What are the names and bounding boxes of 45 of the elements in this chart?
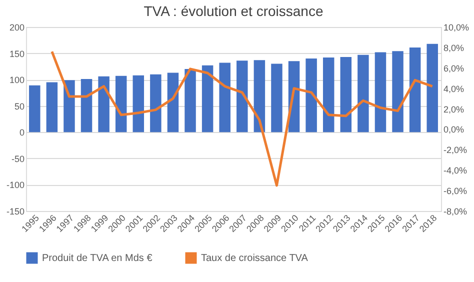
bar	[132, 75, 144, 132]
bar	[236, 60, 248, 132]
y2-tick-label: 8,0%	[444, 42, 464, 53]
bar	[409, 48, 421, 132]
legend-label: Produit de TVA en Mds €	[42, 253, 153, 264]
bar	[306, 58, 317, 132]
y-tick-label: 100	[9, 75, 24, 86]
bar	[254, 60, 266, 132]
bar	[202, 65, 214, 132]
bar	[426, 44, 438, 132]
bar	[340, 56, 352, 132]
bar	[374, 52, 386, 132]
y-tick-label: -150	[6, 206, 24, 216]
y2-tick-label: 4,0%	[444, 84, 464, 94]
y2-tick-label: 2,0%	[444, 104, 464, 114]
y2-tick-label: 6,0%	[444, 63, 464, 74]
bar	[184, 69, 196, 132]
bar	[29, 85, 40, 132]
y2-tick-label: -2,0%	[444, 145, 468, 156]
y-tick-label: 0	[19, 128, 24, 138]
bar	[219, 62, 230, 132]
y-tick-label: 200	[9, 22, 24, 32]
legend-label: Taux de croissance TVA	[201, 253, 308, 264]
bar	[322, 57, 334, 132]
bar	[271, 64, 282, 132]
bar	[358, 54, 369, 132]
y2-tick-label: -8,0%	[444, 206, 468, 216]
bar	[46, 82, 58, 132]
bar	[167, 72, 179, 132]
y2-tick-label: -4,0%	[444, 166, 468, 176]
y2-tick-label: 0,0%	[444, 124, 464, 135]
bar	[80, 79, 92, 132]
y-tick-label: 150	[9, 48, 24, 59]
y-tick-label: -100	[6, 180, 24, 190]
y2-tick-label: 10,0%	[444, 22, 470, 32]
bar	[392, 51, 404, 132]
bar	[115, 76, 127, 132]
bar	[64, 80, 75, 132]
chart-title: TVA : évolution et croissance	[144, 3, 324, 19]
line-series	[50, 50, 434, 187]
y-tick-label: 50	[14, 101, 24, 112]
y2-tick-label: -6,0%	[444, 186, 468, 196]
bar	[98, 76, 110, 132]
bar	[150, 74, 162, 132]
y-tick-label: -50	[11, 154, 24, 164]
